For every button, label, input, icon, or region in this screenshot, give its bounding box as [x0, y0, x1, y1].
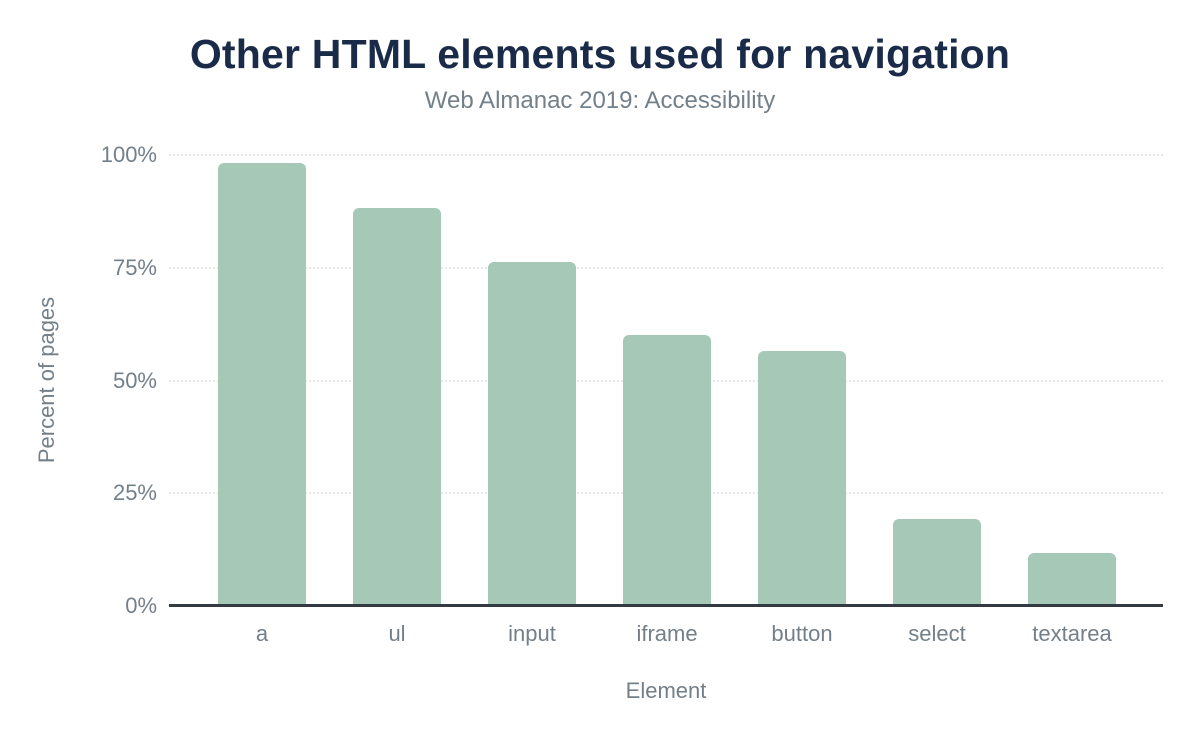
y-axis-tick-label: 100% [100, 142, 157, 167]
chart-title: Other HTML elements used for navigation [189, 31, 1011, 77]
y-axis-tick-label: 75% [112, 254, 157, 280]
x-axis-tick-label: input [508, 621, 556, 646]
y-axis-tick-label: 0% [125, 593, 157, 618]
gridline-100% [169, 154, 1163, 156]
x-axis-tick-label: button [771, 621, 833, 646]
bar-a [218, 163, 306, 606]
chart-subtitle: Web Almanac 2019: Accessibility [424, 87, 776, 114]
gridline-75% [169, 266, 1163, 269]
x-axis-tick-label: textarea [1032, 621, 1112, 646]
x-axis-tick-label: a [255, 621, 269, 646]
bar-ul [353, 208, 441, 606]
x-axis-line [169, 604, 1163, 607]
bar-iframe [623, 335, 711, 606]
y-axis-tick-label: 25% [112, 480, 157, 506]
x-axis-title: Element [625, 678, 707, 703]
bar-select [893, 518, 981, 606]
y-axis-tick-label: 50% [112, 367, 157, 393]
x-axis-tick-label: select [908, 621, 966, 646]
bar-textarea [1028, 552, 1116, 606]
x-axis-tick-label: iframe [636, 621, 698, 646]
y-axis-title: Percent of pages [34, 296, 59, 464]
bar-button [758, 351, 846, 606]
bar-input [488, 261, 576, 606]
x-axis-tick-label: ul [388, 621, 406, 646]
